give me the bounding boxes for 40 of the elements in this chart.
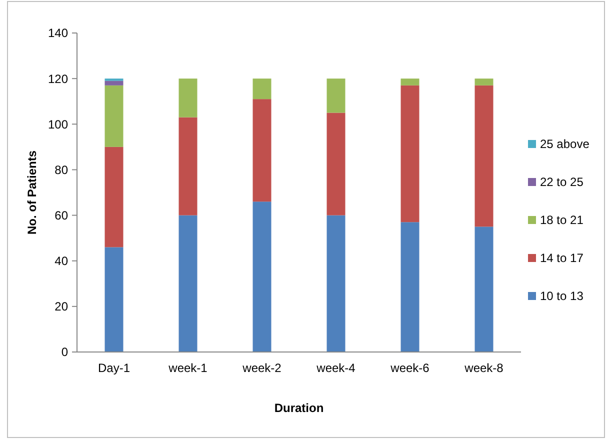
bar: [104, 146, 124, 248]
bar: [474, 226, 494, 352]
y-tick-label: 100: [48, 117, 68, 132]
bar: [326, 78, 346, 113]
bar: [252, 78, 272, 100]
bar: [474, 85, 494, 227]
y-tick-label: 60: [54, 208, 68, 222]
bar: [178, 117, 198, 216]
x-tick-label: Day-1: [98, 361, 130, 375]
legend-label: 25 above: [540, 137, 590, 152]
x-tick-label: week-8: [464, 361, 504, 375]
y-axis-title: No. of Patients: [25, 150, 39, 235]
y-tick-label: 0: [61, 345, 68, 360]
y-tick-label: 140: [48, 26, 68, 40]
x-tick-label: week-2: [242, 361, 282, 375]
x-axis-title: Duration: [274, 401, 324, 415]
bar: [104, 80, 124, 86]
bar: [252, 202, 272, 352]
legend-label: 22 to 25: [540, 175, 584, 190]
legend-label: 18 to 21: [540, 213, 584, 228]
y-tick-label: 40: [54, 254, 68, 268]
bar: [104, 85, 124, 147]
bar: [252, 99, 272, 202]
y-tick-label: 120: [48, 72, 68, 86]
x-tick-label: week-6: [390, 361, 430, 375]
y-tick-label: 20: [54, 300, 68, 314]
bar: [400, 78, 420, 86]
bar: [326, 215, 346, 352]
bar: [178, 78, 198, 118]
bar: [400, 222, 420, 352]
bar: [400, 85, 420, 222]
legend-label: 10 to 13: [540, 289, 584, 304]
bar: [474, 78, 494, 86]
bar: [178, 215, 198, 352]
bar: [326, 112, 346, 216]
y-tick-label: 80: [54, 162, 68, 177]
x-tick-label: week-1: [168, 361, 208, 375]
bar: [104, 247, 124, 352]
x-tick-label: week-4: [316, 361, 356, 375]
legend-label: 14 to 17: [540, 251, 584, 266]
